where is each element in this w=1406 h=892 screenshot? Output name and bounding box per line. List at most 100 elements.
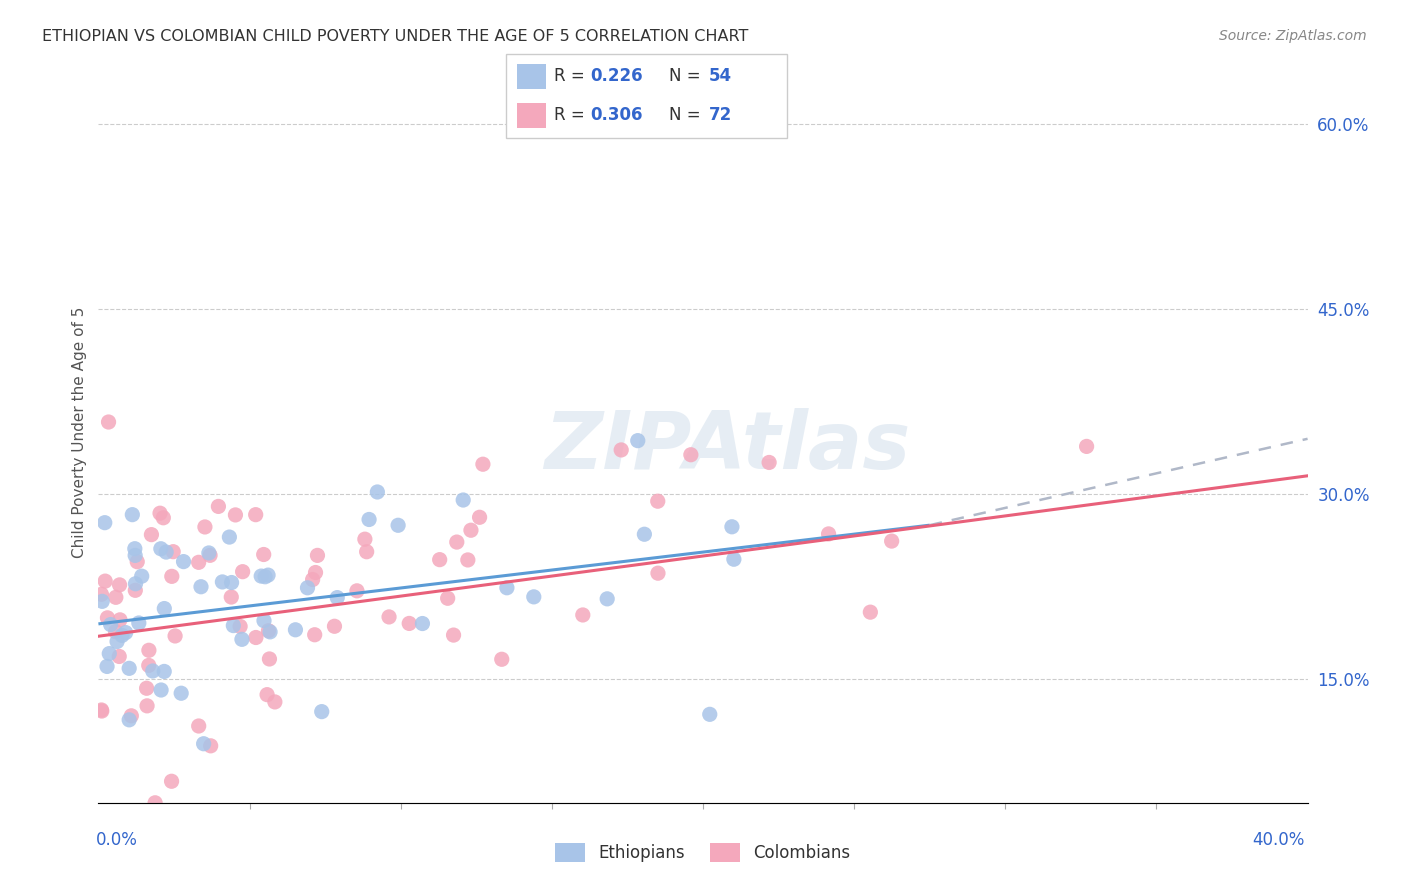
Point bbox=[152, 510, 174, 524]
Point bbox=[187, 555, 209, 569]
Point bbox=[259, 652, 281, 666]
Point bbox=[231, 632, 253, 647]
Point bbox=[143, 796, 166, 810]
Point bbox=[232, 565, 254, 579]
Point bbox=[108, 649, 131, 664]
Point bbox=[721, 520, 744, 534]
Point bbox=[114, 625, 136, 640]
Point bbox=[496, 581, 519, 595]
Text: N =: N = bbox=[669, 106, 700, 124]
Point bbox=[142, 664, 165, 678]
Point bbox=[436, 591, 458, 606]
Point bbox=[127, 555, 149, 569]
Legend: Ethiopians, Colombians: Ethiopians, Colombians bbox=[548, 836, 858, 869]
Point bbox=[138, 643, 160, 657]
Point bbox=[96, 659, 118, 673]
Point bbox=[198, 546, 221, 560]
Point bbox=[187, 719, 209, 733]
Point bbox=[311, 705, 333, 719]
Point bbox=[165, 629, 187, 643]
Text: N =: N = bbox=[669, 68, 700, 86]
Text: R =: R = bbox=[554, 68, 585, 86]
Text: 54: 54 bbox=[709, 68, 731, 86]
Point bbox=[131, 569, 153, 583]
Point bbox=[90, 703, 112, 717]
Point bbox=[758, 455, 780, 469]
Point bbox=[460, 523, 482, 537]
Point bbox=[257, 624, 280, 638]
Point bbox=[229, 619, 252, 633]
Point bbox=[219, 590, 242, 604]
Bar bbox=[517, 63, 546, 89]
Point bbox=[256, 688, 278, 702]
Point bbox=[90, 704, 112, 718]
Point bbox=[451, 493, 474, 508]
Point bbox=[160, 774, 183, 789]
Point bbox=[1076, 439, 1098, 453]
Point bbox=[135, 681, 157, 696]
Point bbox=[155, 545, 177, 559]
Point bbox=[356, 545, 378, 559]
Point bbox=[190, 580, 212, 594]
Point bbox=[136, 698, 159, 713]
Point bbox=[170, 686, 193, 700]
Point bbox=[523, 590, 546, 604]
Point bbox=[254, 570, 277, 584]
Point bbox=[647, 494, 669, 508]
Point bbox=[194, 520, 217, 534]
Point bbox=[346, 583, 368, 598]
Point bbox=[153, 601, 176, 615]
Point bbox=[354, 532, 377, 546]
Point bbox=[323, 619, 346, 633]
Point bbox=[253, 548, 276, 562]
Point bbox=[471, 457, 494, 471]
Point bbox=[150, 683, 173, 698]
Point bbox=[263, 695, 285, 709]
Point bbox=[96, 611, 118, 625]
Point bbox=[141, 527, 163, 541]
Text: ZIPAtlas: ZIPAtlas bbox=[544, 409, 910, 486]
Point bbox=[118, 661, 141, 675]
Text: 0.226: 0.226 bbox=[591, 68, 643, 86]
Point bbox=[446, 535, 468, 549]
Point bbox=[259, 624, 281, 639]
Point bbox=[120, 708, 142, 723]
Point bbox=[411, 616, 433, 631]
Point bbox=[111, 628, 134, 642]
Point bbox=[173, 555, 195, 569]
Point bbox=[245, 508, 267, 522]
Point bbox=[468, 510, 491, 524]
Point bbox=[304, 566, 326, 580]
Point bbox=[100, 617, 122, 632]
Point bbox=[297, 581, 319, 595]
Point bbox=[859, 605, 882, 619]
Point bbox=[387, 518, 409, 533]
Point bbox=[723, 552, 745, 566]
Point bbox=[200, 739, 222, 753]
Point bbox=[817, 527, 839, 541]
Point bbox=[633, 527, 655, 541]
Point bbox=[193, 737, 215, 751]
Point bbox=[224, 508, 246, 522]
Point bbox=[97, 415, 120, 429]
Point bbox=[610, 442, 633, 457]
Point bbox=[429, 552, 451, 566]
Point bbox=[443, 628, 465, 642]
Text: ETHIOPIAN VS COLOMBIAN CHILD POVERTY UNDER THE AGE OF 5 CORRELATION CHART: ETHIOPIAN VS COLOMBIAN CHILD POVERTY UND… bbox=[42, 29, 748, 44]
Point bbox=[627, 434, 650, 448]
Text: 0.306: 0.306 bbox=[591, 106, 643, 124]
Point bbox=[284, 623, 307, 637]
Text: 72: 72 bbox=[709, 106, 733, 124]
Point bbox=[149, 506, 172, 520]
Point bbox=[250, 569, 273, 583]
Text: 40.0%: 40.0% bbox=[1253, 831, 1305, 849]
Point bbox=[572, 607, 595, 622]
Point bbox=[108, 613, 131, 627]
Text: 0.0%: 0.0% bbox=[96, 831, 138, 849]
Point bbox=[647, 566, 669, 581]
Point bbox=[124, 583, 146, 598]
Point bbox=[138, 658, 160, 673]
Point bbox=[124, 549, 146, 563]
FancyBboxPatch shape bbox=[506, 54, 787, 138]
Point bbox=[207, 500, 229, 514]
